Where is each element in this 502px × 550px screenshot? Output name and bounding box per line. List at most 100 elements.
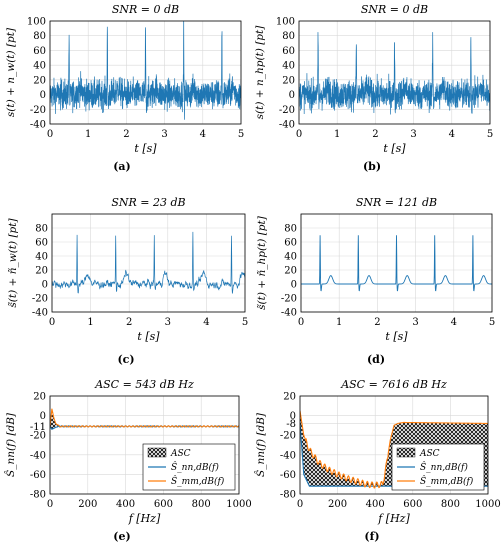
y-tick-label: -8 [286, 419, 296, 430]
x-tick-label: 1 [336, 317, 342, 328]
x-tick-label: 1 [334, 129, 340, 140]
panel-c: -40 -20 0 20 40 60 80 0 1 2 3 4 5 SNR = 23 dB t [s] s̃(… [7, 196, 248, 366]
legend: ASC Ŝ_nn,dB(f) Ŝ_mm,dB(f) [391, 443, 485, 491]
x-tick-label: 0 [296, 129, 302, 140]
x-tick-label: 5 [489, 317, 495, 328]
y-tick-label: 0 [290, 411, 296, 422]
y-tick-label: -20 [32, 294, 48, 305]
x-tick-label: 400 [116, 499, 135, 510]
axes-frame [49, 20, 242, 125]
panel-d: -40 -20 0 20 40 60 80 0 1 2 3 4 5 SNR = 121 dB t [s] s̃… [256, 196, 495, 366]
panel-b: -40 -20 0 20 40 60 80 100 0 1 2 3 4 5 SNR = 0 dB t [s] s… [254, 3, 493, 173]
x-axis-label: t [s] [134, 142, 157, 155]
panel-a: -40 -20 0 20 40 60 80 100 0 1 2 3 4 5 SNR = 0 dB t [s] s… [5, 3, 244, 173]
x-tick-label: 2 [123, 129, 129, 140]
x-tick-label: 0 [47, 499, 53, 510]
y-tick-label: 20 [35, 266, 48, 277]
y-tick-label: -40 [281, 308, 297, 319]
y-axis-label: Ŝ_nn(f) [dB] [253, 412, 267, 477]
x-tick-label: 2 [372, 129, 378, 140]
x-tick-label: 600 [403, 499, 422, 510]
chart-title: SNR = 23 dB [111, 196, 185, 209]
x-axis-label: t [s] [385, 330, 408, 343]
panel-label: (d) [367, 353, 385, 366]
x-tick-label: 4 [451, 317, 457, 328]
x-tick-label: 3 [410, 129, 416, 140]
series-line [299, 32, 490, 115]
chart-title: SNR = 0 dB [361, 3, 428, 16]
axes-frame [49, 395, 240, 495]
y-tick-label: -11 [30, 422, 46, 433]
y-axis-label: Ŝ_nn(f) [dB] [3, 412, 17, 477]
y-tick-label: 80 [35, 224, 48, 235]
y-tick-label: 40 [282, 61, 295, 72]
y-tick-label: 0 [291, 280, 297, 291]
y-tick-label: -20 [30, 431, 46, 442]
y-axis-label: s̃(t) + ñ_w(t) [pt] [7, 218, 19, 308]
y-tick-label: 80 [282, 31, 295, 42]
x-tick-label: 800 [441, 499, 460, 510]
x-axis-label: f [Hz] [377, 512, 410, 525]
y-tick-label: 0 [42, 280, 48, 291]
series-line-smm [300, 410, 488, 489]
x-tick-label: 600 [154, 499, 173, 510]
y-tick-label: 60 [284, 238, 297, 249]
y-tick-label: -60 [30, 470, 46, 481]
x-tick-label: 3 [161, 129, 167, 140]
x-axis-label: f [Hz] [128, 512, 161, 525]
plot-area [52, 231, 245, 294]
panel-label: (a) [113, 160, 131, 173]
y-tick-label: 80 [284, 224, 297, 235]
panel-label: (c) [117, 353, 134, 366]
y-tick-label: 20 [33, 392, 46, 403]
x-tick-label: 5 [487, 129, 493, 140]
x-tick-label: 5 [242, 317, 248, 328]
y-tick-label: -20 [30, 105, 46, 116]
legend-swatch-asc [396, 447, 416, 458]
legend-label: Ŝ_mm,dB(f) [171, 475, 225, 487]
x-tick-label: 1 [85, 129, 91, 140]
x-tick-label: 0 [47, 129, 53, 140]
axes-frame [298, 20, 491, 125]
y-tick-label: 40 [33, 61, 46, 72]
chart-title: ASC = 7616 dB Hz [340, 378, 447, 391]
x-tick-label: 3 [412, 317, 418, 328]
y-tick-label: -40 [30, 450, 46, 461]
y-tick-label: -20 [279, 105, 295, 116]
legend-label: ASC [419, 449, 440, 459]
y-tick-label: -40 [280, 450, 296, 461]
x-tick-label: 4 [203, 317, 209, 328]
y-tick-label: -40 [279, 120, 295, 131]
legend-label: Ŝ_nn,dB(f) [420, 461, 468, 473]
panel-label: (e) [113, 530, 130, 543]
y-tick-label: 20 [282, 75, 295, 86]
x-tick-label: 4 [200, 129, 206, 140]
y-tick-label: -40 [30, 120, 46, 131]
x-tick-label: 0 [49, 317, 55, 328]
panel-label: (f) [364, 530, 379, 543]
y-tick-label: 100 [276, 17, 295, 28]
plot-area [50, 408, 239, 431]
x-tick-label: 400 [366, 499, 385, 510]
chart-title: SNR = 121 dB [356, 196, 437, 209]
y-axis-label: s(t) + n_hp(t) [pt] [254, 25, 266, 120]
plot-area [50, 21, 241, 120]
x-axis-label: t [s] [137, 330, 160, 343]
y-tick-label: 0 [289, 90, 295, 101]
y-axis-label: s(t) + n_w(t) [pt] [5, 27, 17, 117]
legend-label: Ŝ_mm,dB(f) [420, 475, 474, 487]
legend-label: ASC [170, 449, 191, 459]
y-tick-label: 60 [33, 46, 46, 57]
x-tick-label: 3 [165, 317, 171, 328]
x-tick-label: 2 [126, 317, 132, 328]
y-tick-label: 100 [27, 17, 46, 28]
y-tick-label: 60 [282, 46, 295, 57]
y-tick-label: -40 [32, 308, 48, 319]
chart-title: ASC = 543 dB Hz [94, 378, 194, 391]
y-tick-label: 80 [33, 31, 46, 42]
y-tick-label: 20 [284, 266, 297, 277]
x-axis-label: t [s] [383, 142, 406, 155]
chart-title: SNR = 0 dB [112, 3, 179, 16]
